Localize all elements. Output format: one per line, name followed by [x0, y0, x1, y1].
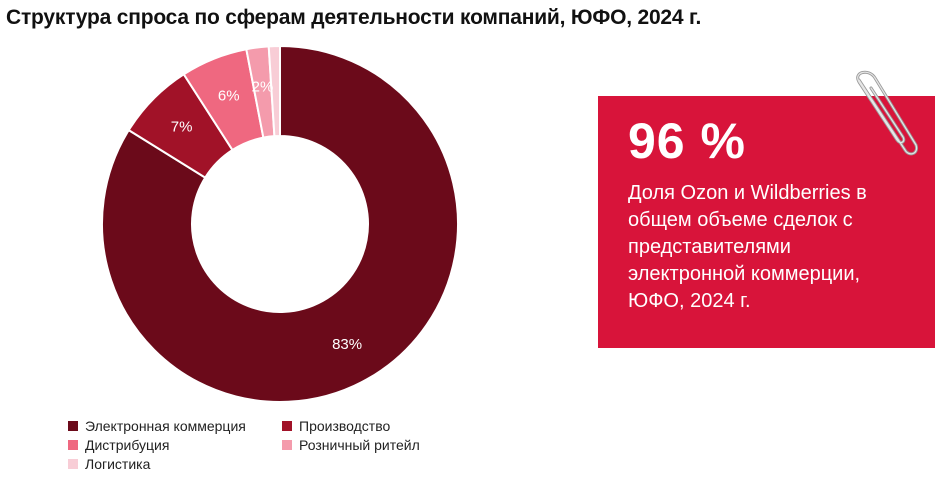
- slice-label-1: 7%: [171, 119, 193, 136]
- legend-item: Электронная коммерция: [68, 418, 268, 434]
- slice-label-3: 2%: [252, 79, 274, 96]
- legend-label: Розничный ритейл: [299, 437, 420, 453]
- legend-item: Розничный ритейл: [282, 437, 442, 453]
- donut-chart: 83% 7% 6% 2%: [101, 44, 459, 403]
- legend-item: Дистрибуция: [68, 437, 268, 453]
- callout-text: Доля Ozon и Wildberries в общем объеме с…: [628, 182, 867, 312]
- stat-callout: 96 % Доля Ozon и Wildberries в общем объ…: [598, 96, 935, 348]
- legend-swatch: [68, 440, 78, 450]
- legend-label: Дистрибуция: [85, 437, 170, 453]
- legend-item: Производство: [282, 418, 442, 434]
- chart-title: Структура спроса по сферам деятельности …: [6, 6, 702, 29]
- legend-item: Логистика: [68, 456, 268, 472]
- slice-label-0: 83%: [332, 336, 362, 353]
- callout-stat: 96 %: [628, 113, 746, 169]
- legend-swatch: [68, 421, 78, 431]
- donut-slice-0: [101, 44, 459, 403]
- legend-swatch: [282, 440, 292, 450]
- paperclip-icon: [856, 70, 919, 156]
- donut-slice-4: [267, 44, 281, 138]
- legend-label: Логистика: [85, 456, 151, 472]
- legend-label: Электронная коммерция: [85, 418, 246, 434]
- slice-label-2: 6%: [218, 87, 240, 104]
- chart-legend: Электронная коммерция Производство Дистриб…: [68, 418, 442, 472]
- legend-swatch: [282, 421, 292, 431]
- legend-swatch: [68, 459, 78, 469]
- legend-label: Производство: [299, 418, 391, 434]
